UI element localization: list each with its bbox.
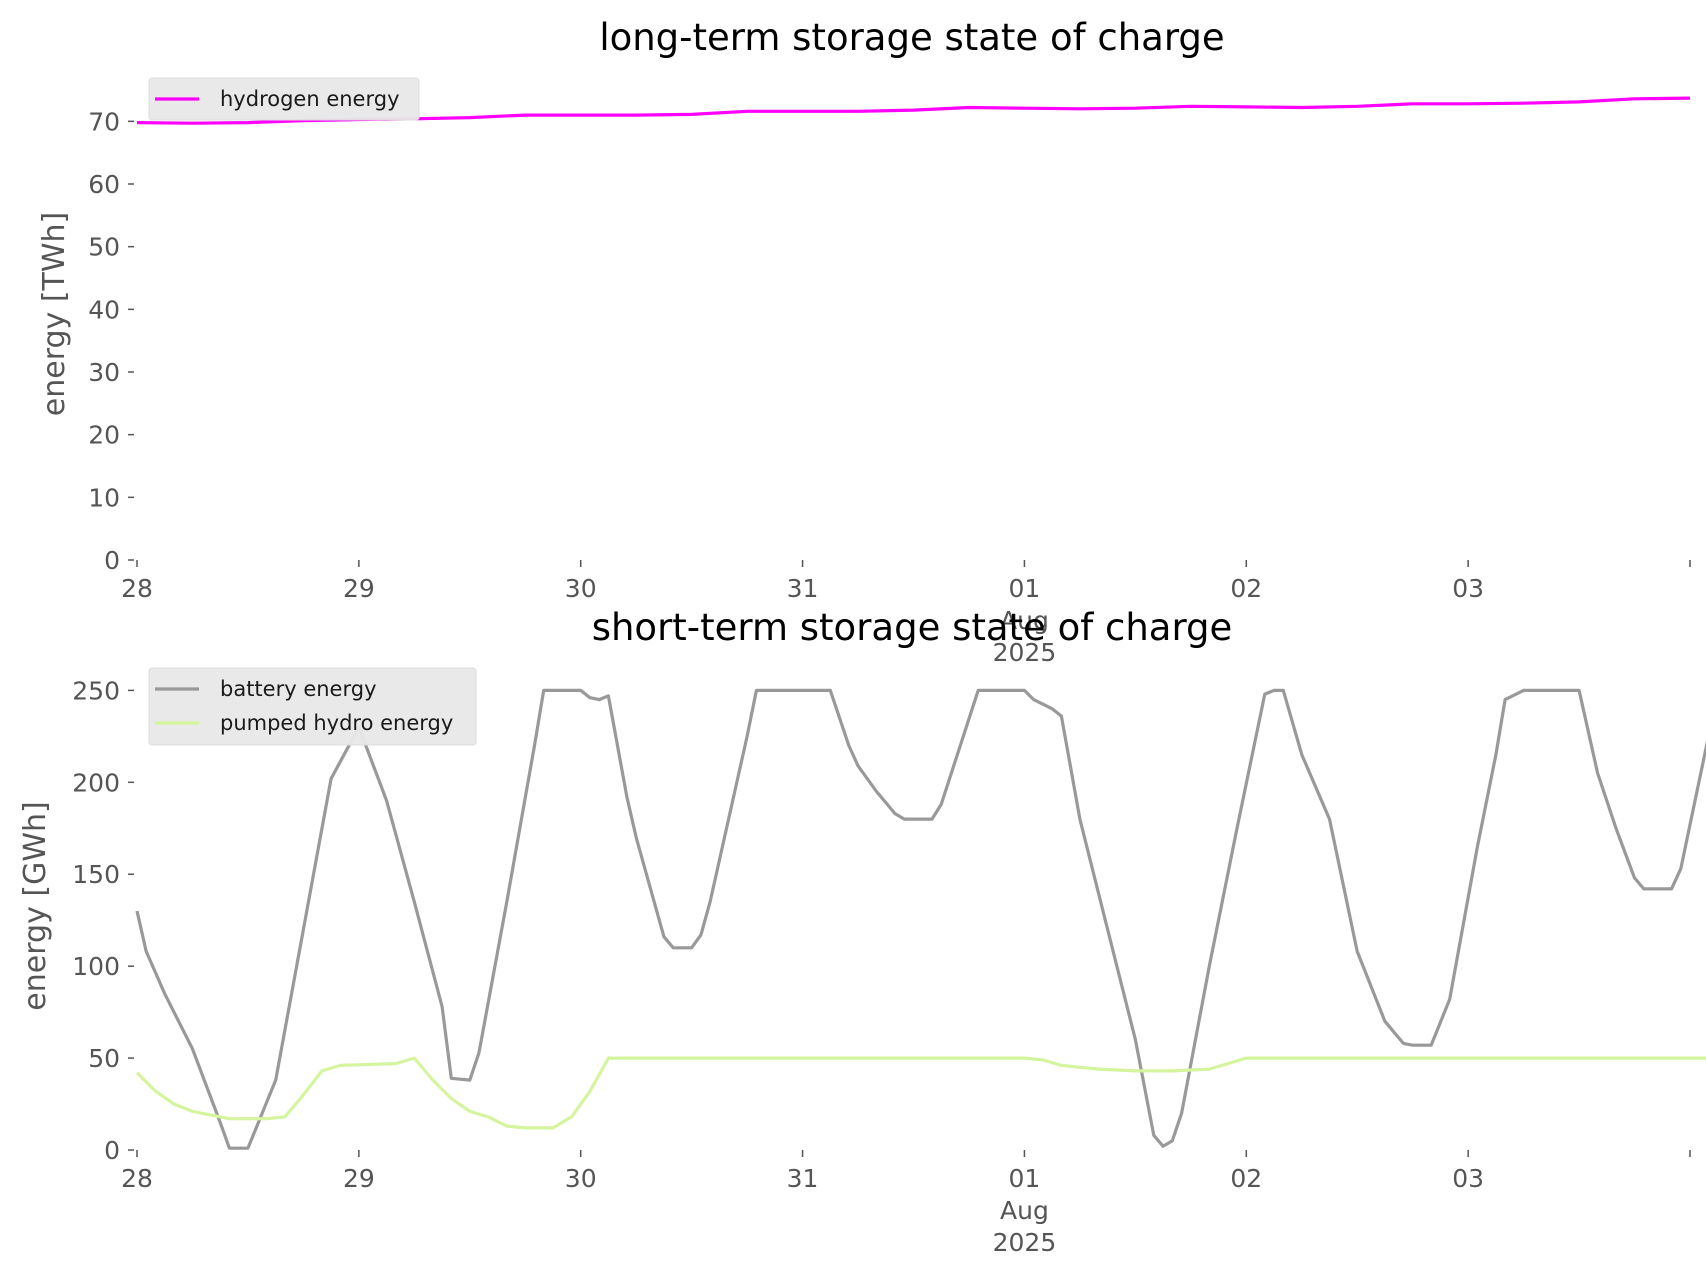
x-tick-label: 01 [1009,574,1041,603]
chart-title: short-term storage state of charge [592,606,1233,649]
y-tick-label: 50 [88,1044,120,1073]
chart-title: long-term storage state of charge [599,16,1224,59]
y-tick-label: 40 [88,295,120,324]
y-tick-label: 60 [88,170,120,199]
x-tick-label: 02 [1230,574,1262,603]
y-tick-label: 0 [104,1136,120,1165]
y-tick-label: 250 [72,676,120,705]
y-axis-label: energy [GWh] [18,801,53,1010]
x-tick-label: 28 [121,1164,153,1193]
y-tick-label: 20 [88,421,120,450]
y-tick-label: 30 [88,358,120,387]
legend: battery energy pumped hydro energy [148,667,477,746]
short-term-chart: short-term storage state of charge energ… [18,606,1706,1257]
legend: hydrogen energy [148,77,420,121]
y-tick-label: 10 [88,483,120,512]
legend-box [148,77,420,121]
series-line-pumped-hydro-energy [135,1056,1706,1130]
y-tick-label: 100 [72,952,120,981]
legend-box [148,667,477,746]
y-tick-label: 70 [88,107,120,136]
x-tick-label: Aug [1000,606,1049,635]
legend-entry: battery energy [220,677,377,701]
x-tick-label: 30 [565,1164,597,1193]
x-tick-label: 02 [1230,1164,1262,1193]
x-tick-label: 03 [1452,1164,1484,1193]
x-tick-label: 29 [343,1164,375,1193]
x-tick-label: 2025 [993,1228,1057,1257]
x-tick-label: 29 [343,574,375,603]
x-tick-label: 31 [787,574,819,603]
x-tick-label: 31 [787,1164,819,1193]
long-term-chart: long-term storage state of charge energy… [37,16,1691,667]
y-tick-label: 50 [88,233,120,262]
x-tick-label: 01 [1009,1164,1041,1193]
x-tick-label: Aug [1000,1196,1049,1225]
x-tick-label: 03 [1452,574,1484,603]
y-tick-label: 0 [104,546,120,575]
legend-entry: hydrogen energy [220,87,400,111]
series-line-battery-energy [135,688,1706,1150]
y-axis-label: energy [TWh] [37,212,72,416]
legend-entry: pumped hydro energy [220,711,453,735]
x-tick-label: 30 [565,574,597,603]
y-tick-label: 200 [72,768,120,797]
y-tick-label: 150 [72,860,120,889]
x-tick-label: 28 [121,574,153,603]
x-tick-label: 2025 [993,638,1057,667]
